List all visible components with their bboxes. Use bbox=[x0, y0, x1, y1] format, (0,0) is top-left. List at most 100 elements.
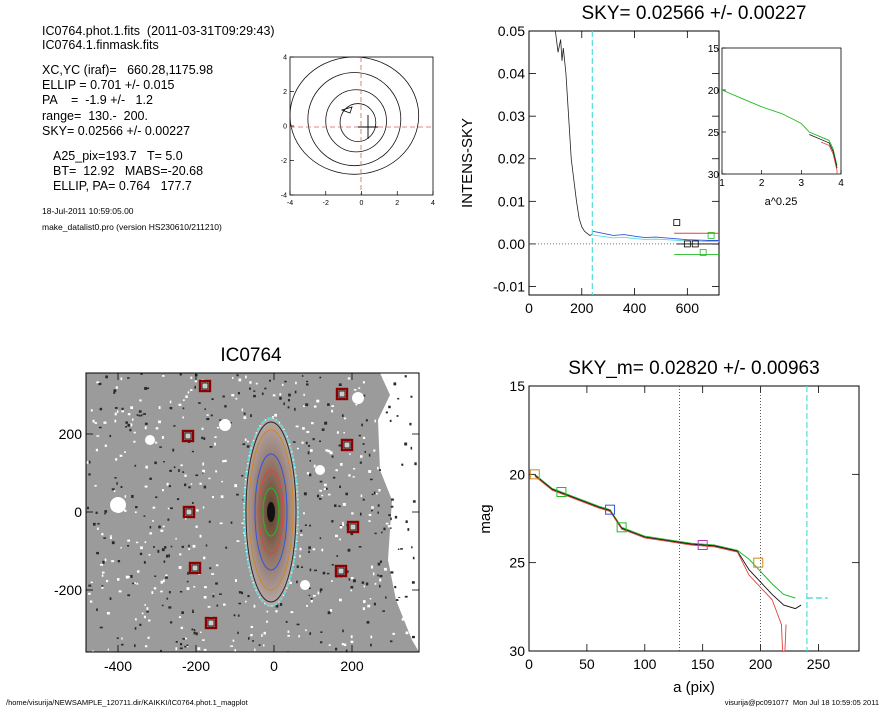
image-speckle bbox=[105, 375, 108, 379]
inset-xlabel: a^0.25 bbox=[765, 196, 798, 208]
image-speckle bbox=[146, 387, 150, 390]
sky-xtick-label: 400 bbox=[623, 300, 647, 316]
image-speckle bbox=[188, 544, 190, 548]
image-speckle bbox=[394, 515, 398, 519]
image-speckle bbox=[299, 547, 302, 551]
image-speckle bbox=[250, 634, 253, 637]
image-speckle bbox=[410, 383, 414, 386]
image-speckle bbox=[244, 438, 247, 441]
footer-user: visurija@pc091077 Mon Jul 18 10:59:05 20… bbox=[724, 698, 879, 707]
image-speckle bbox=[222, 395, 225, 398]
image-speckle bbox=[140, 373, 143, 375]
image-speckle bbox=[134, 511, 137, 514]
image-speckle bbox=[188, 486, 191, 489]
image-speckle bbox=[245, 600, 247, 603]
mag-box-marker bbox=[697, 540, 708, 550]
image-speckle bbox=[149, 526, 152, 529]
image-speckle bbox=[220, 495, 224, 499]
image-speckle bbox=[194, 385, 196, 389]
image-speckle bbox=[111, 488, 115, 491]
sky-box-marker bbox=[691, 240, 699, 248]
image-speckle bbox=[204, 586, 207, 589]
sky-sample-box-inner bbox=[338, 390, 346, 398]
image-speckle bbox=[219, 419, 222, 422]
image-speckle bbox=[117, 560, 121, 563]
image-speckle bbox=[125, 575, 129, 579]
image-speckle bbox=[405, 631, 409, 635]
image-speckle bbox=[350, 589, 353, 592]
image-speckle bbox=[90, 581, 93, 584]
image-speckle bbox=[301, 375, 304, 377]
image-speckle bbox=[369, 598, 372, 600]
info-program: make_datalist0.pro (version HS230610/211… bbox=[42, 222, 222, 232]
mag-xtick-label: 200 bbox=[749, 656, 773, 672]
image-speckle bbox=[236, 540, 240, 542]
image-speckle bbox=[363, 585, 366, 588]
image-speckle bbox=[294, 390, 297, 394]
image-speckle bbox=[127, 423, 131, 427]
image-speckle bbox=[188, 548, 191, 550]
image-speckle bbox=[223, 603, 226, 606]
image-speckle bbox=[164, 546, 167, 549]
image-speckle bbox=[331, 580, 333, 582]
image-speckle bbox=[135, 505, 138, 509]
image-speckle bbox=[379, 574, 383, 578]
image-speckle bbox=[120, 643, 124, 646]
image-speckle bbox=[117, 410, 119, 413]
image-speckle bbox=[361, 423, 363, 427]
image-speckle bbox=[412, 570, 415, 573]
image-speckle bbox=[178, 616, 182, 618]
image-speckle bbox=[359, 512, 362, 516]
image-speckle bbox=[408, 546, 411, 549]
image-speckle bbox=[242, 443, 246, 446]
image-speckle bbox=[99, 626, 103, 629]
image-speckle bbox=[97, 523, 100, 525]
image-speckle bbox=[374, 419, 376, 423]
image-speckle bbox=[102, 560, 105, 564]
image-speckle bbox=[203, 595, 207, 599]
contour-ring bbox=[289, 56, 420, 175]
image-speckle bbox=[347, 548, 351, 552]
image-speckle bbox=[237, 392, 240, 395]
image-speckle bbox=[146, 610, 149, 613]
image-speckle bbox=[392, 632, 395, 635]
image-speckle bbox=[383, 527, 386, 531]
image-speckle bbox=[148, 554, 151, 556]
info-pa: PA = -1.9 +/- 1.2 bbox=[42, 93, 153, 107]
sky-sample-box bbox=[188, 561, 202, 575]
image-speckle bbox=[327, 449, 331, 453]
image-ytick-label: 0 bbox=[74, 504, 82, 520]
image-speckle bbox=[180, 464, 183, 467]
image-speckle bbox=[377, 466, 379, 470]
image-speckle bbox=[211, 495, 214, 499]
image-speckle bbox=[167, 507, 170, 510]
image-masked-star bbox=[145, 435, 155, 445]
image-speckle bbox=[331, 455, 334, 458]
image-speckle bbox=[355, 403, 358, 406]
inset-ytick-label: 15 bbox=[708, 44, 720, 55]
image-panel: IC0764 -400 -200 0 200 200 0 -200 bbox=[54, 345, 420, 674]
image-speckle bbox=[182, 407, 185, 410]
image-speckle bbox=[414, 462, 417, 466]
image-speckle bbox=[176, 498, 180, 501]
image-speckle bbox=[133, 431, 136, 434]
sky-sample-box-inner bbox=[207, 619, 215, 627]
image-speckle bbox=[236, 493, 239, 496]
contour-ring bbox=[325, 89, 387, 153]
image-speckle bbox=[400, 548, 403, 550]
image-speckle bbox=[329, 609, 333, 612]
sky-sample-box bbox=[181, 429, 195, 443]
image-speckle bbox=[307, 445, 311, 447]
image-speckle bbox=[393, 382, 397, 386]
image-speckle bbox=[272, 394, 276, 397]
image-speckle bbox=[195, 525, 198, 528]
image-speckle bbox=[388, 405, 391, 409]
image-speckle bbox=[338, 444, 342, 447]
image-speckle bbox=[352, 468, 356, 470]
image-speckle bbox=[371, 506, 374, 509]
image-speckle bbox=[385, 522, 389, 525]
image-speckle bbox=[134, 464, 137, 467]
image-speckle bbox=[394, 585, 397, 589]
image-speckle bbox=[339, 538, 341, 541]
